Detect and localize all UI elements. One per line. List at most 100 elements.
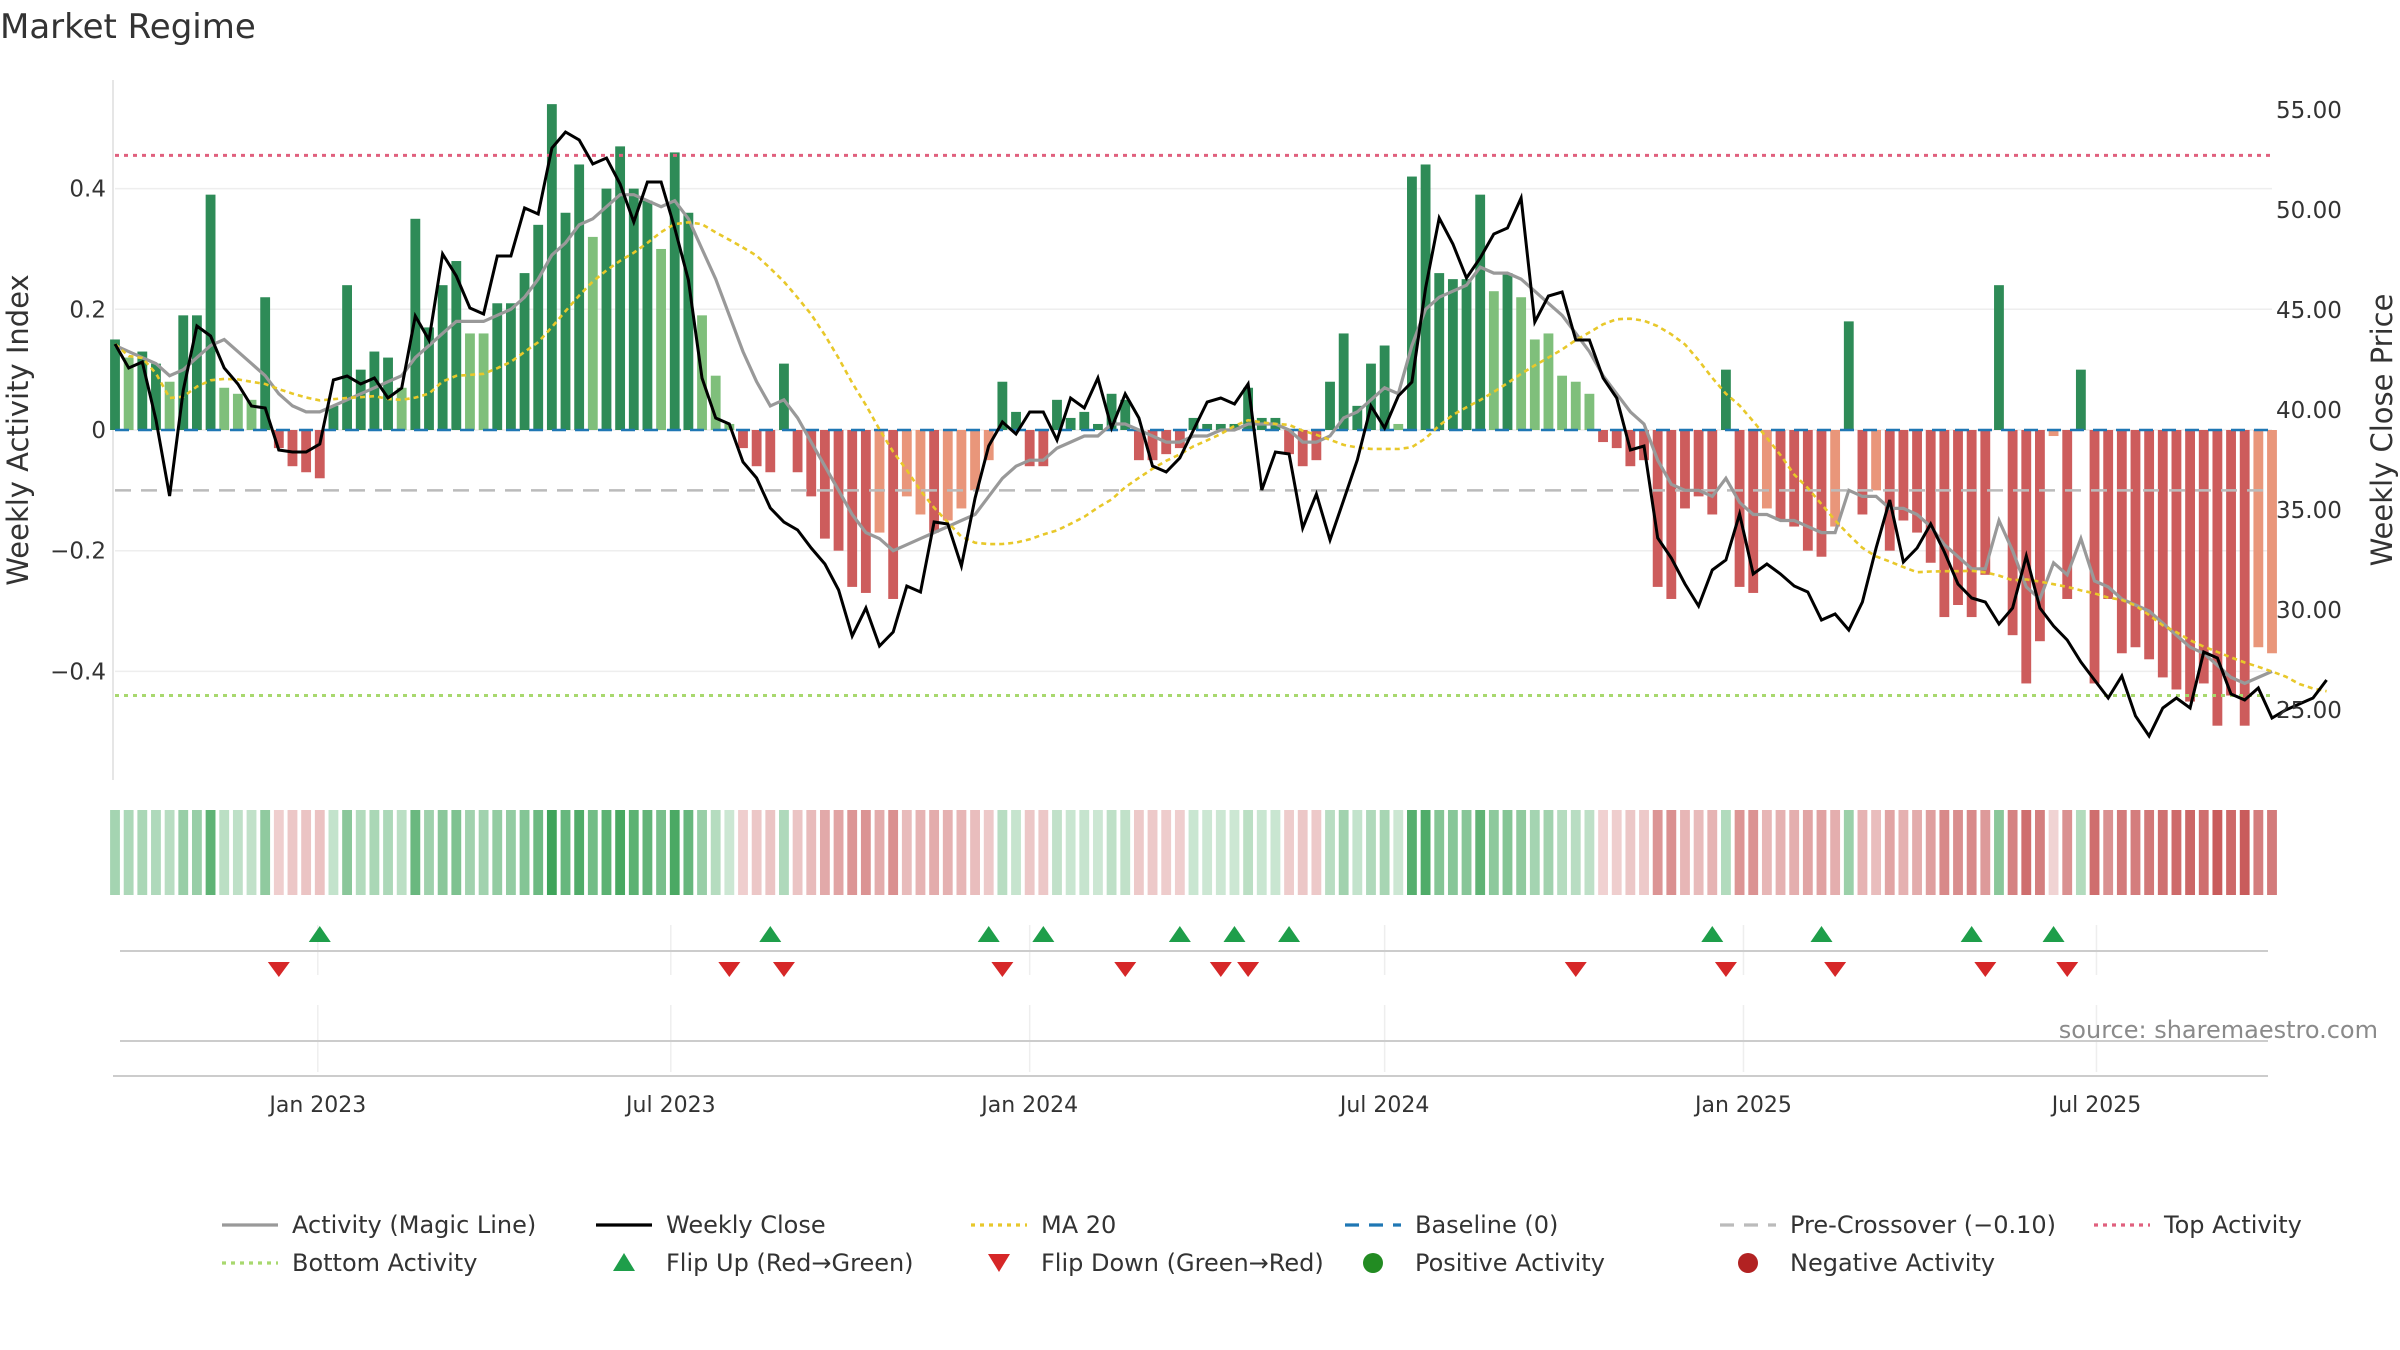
left-axis-title: Weekly Activity Index [1,274,35,585]
activity-bar [628,188,639,430]
heat-cell [1980,810,1991,895]
heat-cell [2089,810,2100,895]
heat-cell [1256,810,1267,895]
heat-cell [1830,810,1841,895]
heat-cell [2075,810,2086,895]
activity-bar [683,212,694,430]
heat-cell [533,810,544,895]
legend-swatch [1738,1253,1758,1273]
heat-cell [1912,810,1922,895]
flip-down-marker [1114,962,1137,977]
flip-down-marker [1824,962,1847,977]
heat-cell [1161,810,1172,895]
activity-bar [1065,417,1076,430]
activity-bar [710,375,721,430]
activity-bar [1871,430,1882,491]
activity-bar [1338,333,1349,430]
heat-cell [2130,810,2141,895]
date-tick-label: Jan 2024 [979,1093,1078,1118]
activity-bar [2157,430,2168,678]
heat-cell [697,810,707,895]
flip-down-marker [1974,962,1997,977]
activity-bar [1775,430,1786,521]
activity-bar [806,430,817,497]
heat-cell [1734,810,1745,895]
activity-bar [1325,381,1335,430]
activity-bar [1106,393,1117,430]
activity-bar [260,297,271,430]
left-tick-label: −0.2 [50,539,106,565]
right-tick-label: 55.00 [2276,98,2342,124]
heat-cell [847,810,858,895]
right-tick-label: 35.00 [2276,498,2342,524]
heat-cell [1229,810,1240,895]
heat-cell [1325,810,1335,895]
activity-bar [533,224,544,430]
activity-bars [110,104,2277,726]
heat-cell [342,810,352,895]
heat-cell [1065,810,1076,895]
activity-bar [232,393,243,430]
legend-label: Positive Activity [1415,1249,1605,1277]
activity-bar [1502,273,1513,430]
activity-bar [505,303,516,430]
heat-cell [1475,810,1486,895]
heat-cell [601,810,612,895]
heat-cell [1994,810,2004,895]
activity-bar [1133,430,1144,461]
flip-up-marker [1278,926,1301,942]
activity-bar [1584,393,1595,430]
heat-cell [1843,810,1854,895]
activity-bar [328,405,339,430]
flip-markers [267,926,2079,977]
activity-bar [2062,430,2073,599]
heat-cell [560,810,571,895]
heat-cell [2062,810,2073,895]
activity-bar [2035,430,2045,642]
heat-cell [656,810,666,895]
heat-cell [1816,810,1827,895]
heat-cell [2198,810,2209,895]
activity-bar [738,430,748,449]
heat-cell [2239,810,2250,895]
heat-cell [1447,810,1458,895]
flip-up-marker [2042,926,2065,942]
flip-up-marker [759,926,782,942]
heat-cell [287,810,298,895]
activity-bar [1174,430,1185,449]
activity-bar [191,315,202,430]
activity-bar [970,430,980,491]
legend-label: Bottom Activity [292,1249,477,1277]
flip-down-marker [1714,962,1737,977]
activity-bar [1461,279,1472,430]
heat-cell [860,810,871,895]
heat-cell [587,810,598,895]
activity-bar [1120,399,1131,430]
activity-bar [2130,430,2141,648]
heat-cell [1639,810,1649,895]
heat-cell [2157,810,2168,895]
heat-cell [1789,810,1800,895]
activity-bar [874,430,885,533]
activity-bar [2048,430,2059,437]
activity-bar [2226,430,2236,696]
heat-cell [942,810,953,895]
heat-cell [2212,810,2223,895]
heat-cell [383,810,393,895]
activity-bar [1202,423,1213,430]
activity-bar [546,104,557,430]
legend-swatch [988,1254,1010,1272]
activity-bar [587,236,598,430]
heat-cell [1966,810,1977,895]
activity-bar [1447,279,1458,430]
heat-cell [724,810,735,895]
activity-bar [779,363,789,430]
activity-bar [1707,430,1718,515]
activity-bar [1953,430,1963,605]
heat-cell [1093,810,1103,895]
flip-up-marker [1168,926,1191,942]
legend-label: Flip Down (Green→Red) [1041,1249,1324,1277]
heat-cell [328,810,339,895]
flip-up-marker [308,926,331,942]
activity-bar [2007,430,2018,636]
